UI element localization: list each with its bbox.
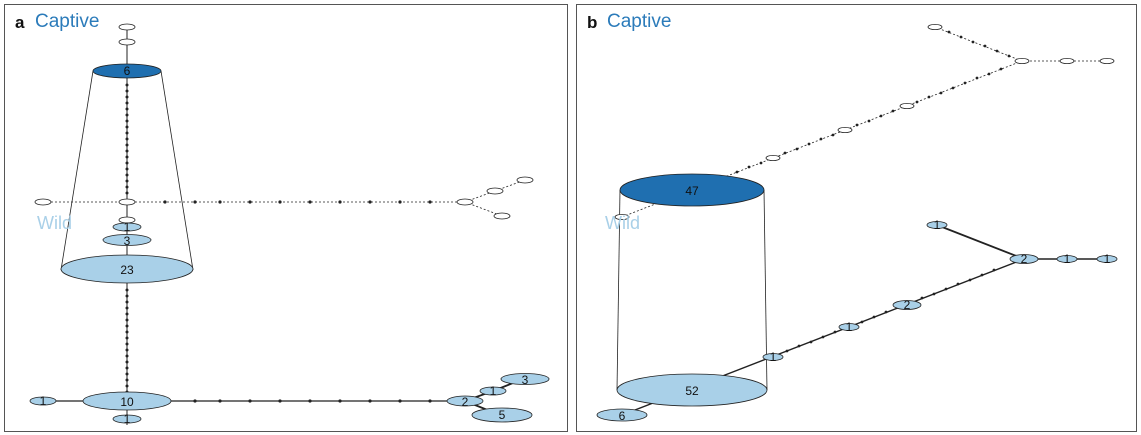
mutation-dots-diagonal-upper-b xyxy=(735,67,1003,174)
node-label-a-2: 3 xyxy=(124,234,131,248)
captive-node-a xyxy=(92,63,162,79)
node-label-a-4: 10 xyxy=(120,395,134,409)
node-label-a-10: 5 xyxy=(499,408,506,422)
cylinder-side-right-a xyxy=(160,70,194,271)
edge-branch-b3 xyxy=(936,224,1025,260)
node-label-b-1: 52 xyxy=(685,384,699,398)
node-label-b-8: 1 xyxy=(1064,252,1071,266)
wild-node-b-1a xyxy=(762,353,784,361)
cylinder-side-left-a xyxy=(60,70,94,271)
wild-node-a-1-bottom xyxy=(112,414,142,424)
wild-node-a-1-right xyxy=(479,386,507,396)
node-label-b-9: 1 xyxy=(1104,252,1111,266)
captive-label-a: Captive xyxy=(35,11,100,32)
node-label-b-3: 1 xyxy=(770,350,777,364)
network-a: 6 23 3 1 10 1 1 2 1 3 5 xyxy=(29,23,550,426)
node-label-b-4: 1 xyxy=(846,320,853,334)
wild-node-a-2 xyxy=(446,395,484,407)
node-label-a-8: 1 xyxy=(490,384,497,398)
wild-node-a-3 xyxy=(102,234,152,246)
wild-node-a-1-upper xyxy=(112,222,142,232)
network-b: 47 52 6 1 1 2 1 2 1 1 xyxy=(596,23,1118,423)
mutation-dots-vertical-a xyxy=(125,83,129,394)
edge-diagonal-upper-b xyxy=(621,60,1023,218)
wild-node-a-23 xyxy=(60,254,194,284)
wild-node-b-52 xyxy=(616,373,768,407)
node-label-a-5: 1 xyxy=(40,394,47,408)
wild-node-a-3-right xyxy=(500,373,550,385)
node-label-a-9: 3 xyxy=(522,373,529,387)
node-label-a-7: 2 xyxy=(462,395,469,409)
wild-label-b: Wild xyxy=(605,213,640,233)
panel-b: 47 52 6 1 1 2 1 2 1 1 b Captive Wild xyxy=(576,4,1137,432)
wild-node-b-1c xyxy=(926,221,948,229)
wild-node-b-2a xyxy=(892,300,922,310)
unsampled-nodes-b xyxy=(614,23,1115,220)
wild-node-b-1b xyxy=(838,323,860,331)
mutation-dots-diagonal-lower-b xyxy=(785,268,996,353)
node-label-a-3: 1 xyxy=(124,220,131,234)
cylinder-side-left-b xyxy=(616,189,621,391)
captive-label-b: Captive xyxy=(607,11,672,32)
node-label-a-1: 23 xyxy=(120,263,134,277)
wild-node-a-5 xyxy=(471,407,533,423)
node-label-a-6: 1 xyxy=(124,412,131,426)
wild-node-a-10 xyxy=(82,391,172,411)
node-label-b-7: 2 xyxy=(1021,252,1028,266)
panel-a: 6 23 3 1 10 1 1 2 1 3 5 a Captive Wild xyxy=(4,4,568,432)
panel-letter-a: a xyxy=(15,13,25,32)
node-label-b-0: 47 xyxy=(685,184,699,198)
panel-letter-b: b xyxy=(587,13,598,32)
wild-node-b-1d xyxy=(1056,255,1078,263)
unsampled-nodes-a xyxy=(34,23,534,224)
node-label-a-0: 6 xyxy=(124,64,131,78)
mutation-dots-branch-b1 xyxy=(947,30,1011,58)
node-label-b-6: 1 xyxy=(934,218,941,232)
node-label-b-5: 2 xyxy=(904,298,911,312)
wild-node-b-6 xyxy=(596,408,648,422)
wild-label-a: Wild xyxy=(37,213,72,233)
mutation-dots-horizontal-lower-a xyxy=(193,399,432,403)
wild-node-b-1e xyxy=(1096,255,1118,263)
wild-node-b-2b xyxy=(1009,254,1039,264)
node-label-b-2: 6 xyxy=(619,409,626,423)
captive-node-b xyxy=(619,173,765,207)
wild-node-a-1-left xyxy=(29,396,57,406)
mutation-dots-horizontal-upper-a xyxy=(163,200,432,204)
